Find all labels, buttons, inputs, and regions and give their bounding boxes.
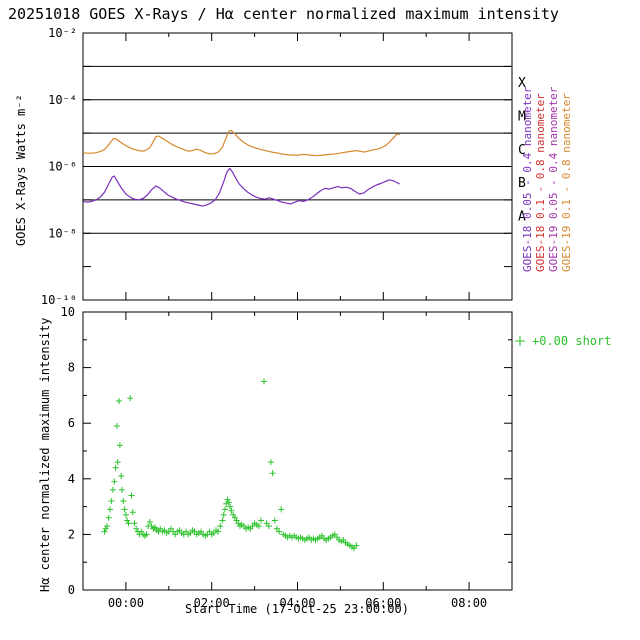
x-tick-label: 08:00 — [451, 596, 487, 610]
xray-legend-entry: GOES-19 0.1 - 0.8 nanometer — [560, 93, 573, 272]
halpha-y-tick-label: 0 — [68, 583, 75, 597]
xray-y-tick-label: 10⁻⁴ — [48, 93, 77, 107]
halpha-y-axis-label: Hα center normalized maximum intensity — [38, 317, 52, 592]
flare-class-letter: C — [518, 143, 526, 158]
x-tick-label: 02:00 — [194, 596, 230, 610]
flare-class-letter: B — [518, 176, 526, 191]
xray-legend-entry: GOES-18 0.05 - 0.4 nanometer — [521, 86, 534, 272]
halpha-y-tick-label: 2 — [68, 527, 75, 541]
halpha-y-tick-label: 6 — [68, 416, 75, 430]
x-axis-label: Start Time (17-Oct-25 23:00:00) — [185, 602, 409, 616]
halpha-y-tick-label: 4 — [68, 472, 75, 486]
xray-y-tick-label: 10⁻² — [48, 26, 77, 40]
halpha-legend-label: +0.00 short — [532, 334, 611, 348]
xray-legend-entry: GOES-18 0.1 - 0.8 nanometer — [534, 93, 547, 272]
page-title: 20251018 GOES X-Rays / Hα center normali… — [8, 5, 559, 23]
x-tick-label: 00:00 — [108, 596, 144, 610]
halpha-legend-marker — [515, 336, 525, 346]
flare-class-letter: A — [518, 210, 526, 225]
x-tick-label: 04:00 — [279, 596, 315, 610]
halpha-y-tick-label: 8 — [68, 361, 75, 375]
xray-y-tick-label: 10⁻⁶ — [48, 160, 77, 174]
xray-y-tick-label: 10⁻¹⁰ — [41, 293, 77, 307]
flare-class-letter: M — [518, 109, 526, 124]
halpha-scatter-points — [101, 378, 360, 552]
halpha-plot-frame — [82, 311, 513, 591]
x-tick-label: 06:00 — [365, 596, 401, 610]
xray-legend-entry: GOES-19 0.05 - 0.4 nanometer — [547, 86, 560, 272]
halpha-y-tick-label: 10 — [61, 305, 75, 319]
xray-y-axis-label: GOES X-Rays Watts m⁻² — [14, 94, 28, 246]
xray-series-curve — [82, 167, 400, 207]
flare-class-letter: X — [518, 76, 526, 91]
xray-y-tick-label: 10⁻⁸ — [48, 226, 77, 240]
xray-series-curve — [82, 129, 400, 157]
